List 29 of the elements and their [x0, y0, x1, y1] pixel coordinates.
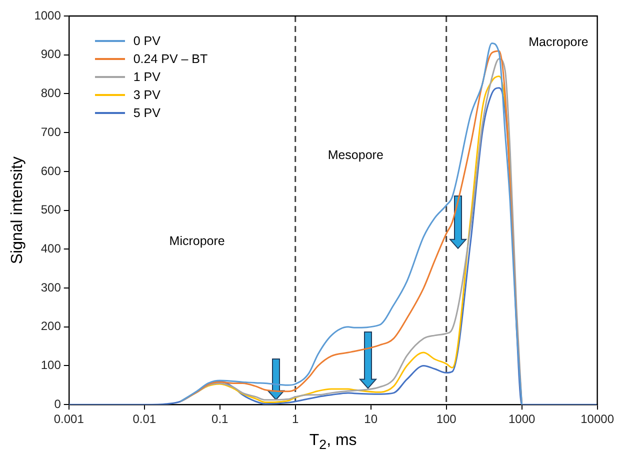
y-tick-label: 0	[54, 396, 62, 411]
y-tick-label: 1000	[34, 8, 62, 22]
x-tick-label: 0.001	[54, 412, 84, 426]
legend-label: 1 PV	[133, 70, 160, 84]
y-axis-title: Signal intensity	[9, 156, 26, 264]
x-tick-label: 10000	[580, 412, 614, 426]
y-tick-label: 600	[40, 164, 62, 178]
x-tick-label: 1000	[508, 412, 536, 426]
x-tick-label: 10	[364, 412, 378, 426]
legend-label: 0 PV	[133, 34, 160, 48]
y-tick-label: 700	[40, 124, 62, 139]
y-tick-label: 900	[40, 47, 62, 62]
x-tick-label: 100	[436, 412, 457, 426]
y-tick-label: 100	[40, 358, 62, 372]
x-axis-title: T$_{2}$, ms	[308, 432, 358, 452]
x-tick-label: 0.01	[132, 412, 156, 426]
legend-label: 3 PV	[133, 88, 160, 102]
legend-label: 0.24 PV – BT	[133, 52, 208, 66]
annotation: Mesopore	[328, 148, 384, 162]
annotation: Micropore	[169, 234, 225, 248]
y-tick-label: 500	[40, 202, 62, 217]
y-tick-label: 300	[40, 280, 62, 294]
y-tick-label: 800	[40, 86, 62, 100]
y-tick-label: 200	[40, 319, 62, 334]
x-tick-label: 0.1	[212, 412, 229, 426]
y-tick-label: 400	[40, 241, 62, 256]
x-tick-label: 1	[292, 412, 300, 426]
annotation: Macropore	[528, 35, 588, 50]
legend-label: 5 PV	[133, 106, 160, 120]
